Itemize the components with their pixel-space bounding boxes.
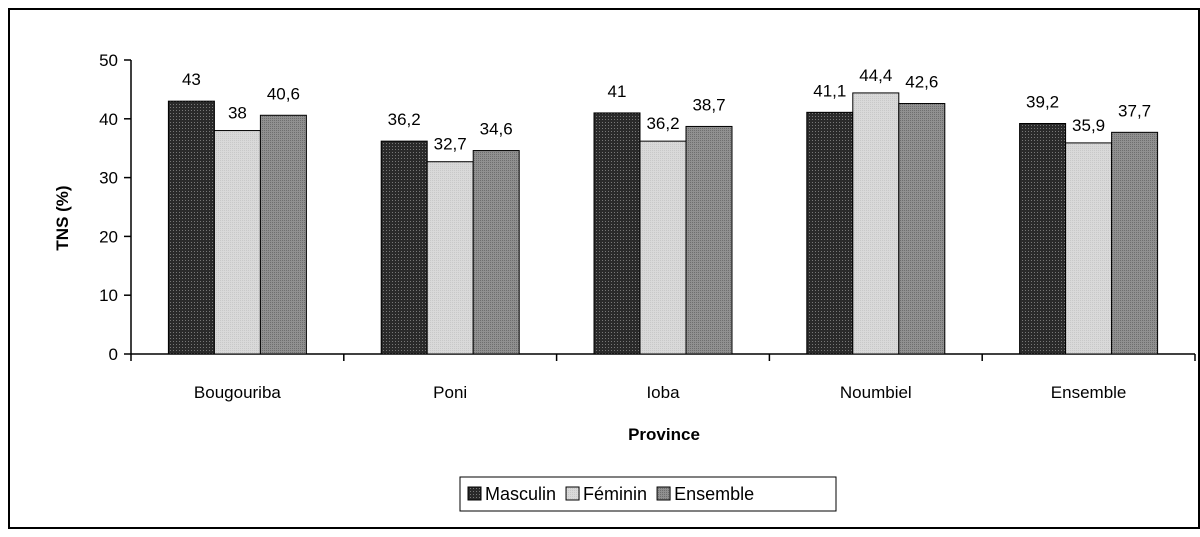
bar-ensemble [898, 103, 946, 355]
data-label: 36,2 [646, 114, 679, 133]
y-tick-label: 50 [99, 51, 118, 70]
data-label: 43 [182, 70, 201, 89]
bar-féminin [852, 92, 900, 355]
bar-masculin [593, 112, 641, 355]
data-label: 41 [608, 82, 627, 101]
x-axis-title: Province [628, 425, 700, 444]
y-tick-label: 40 [99, 110, 118, 129]
bar-chart: 0 10 20 30 40 50 43 38 40,6 Bougouriba 36,2 32,7 34,… [8, 8, 1200, 529]
bar-masculin [1019, 123, 1067, 355]
bar-ensemble [259, 114, 307, 355]
bar-masculin [167, 100, 215, 355]
legend-label: Ensemble [674, 484, 754, 504]
bar-féminin [213, 130, 261, 355]
data-label: 41,1 [813, 81, 846, 100]
bar-ensemble [685, 125, 733, 355]
bar-ensemble [1111, 131, 1159, 355]
legend-swatch [565, 486, 580, 501]
data-label: 38 [228, 104, 247, 123]
data-label: 32,7 [434, 135, 467, 154]
data-label: 37,7 [1118, 101, 1151, 120]
bar-ensemble [472, 150, 520, 355]
data-label: 36,2 [388, 110, 421, 129]
data-label: 42,6 [905, 73, 938, 92]
legend-label: Masculin [485, 484, 556, 504]
y-tick-label: 10 [99, 286, 118, 305]
x-category-label: Bougouriba [194, 383, 282, 402]
data-label: 39,2 [1026, 93, 1059, 112]
x-category-label: Noumbiel [840, 383, 912, 402]
data-label: 35,9 [1072, 116, 1105, 135]
legend-swatch [467, 486, 482, 501]
x-category-label: Poni [433, 383, 467, 402]
data-label: 38,7 [692, 95, 725, 114]
data-label: 44,4 [859, 66, 892, 85]
data-label: 34,6 [480, 120, 513, 139]
y-axis-title: TNS (%) [53, 185, 72, 250]
legend-box [459, 476, 837, 512]
bar-masculin [380, 140, 428, 355]
legend: Masculin Féminin Ensemble [459, 476, 837, 512]
x-category-label: Ioba [646, 383, 680, 402]
bar-féminin [426, 161, 474, 355]
bar-féminin [639, 140, 687, 355]
data-label: 40,6 [267, 84, 300, 103]
legend-label: Féminin [583, 484, 647, 504]
y-tick-label: 30 [99, 169, 118, 188]
bar-masculin [806, 111, 854, 355]
x-category-label: Ensemble [1051, 383, 1127, 402]
y-tick-label: 0 [109, 345, 118, 364]
y-tick-label: 20 [99, 227, 118, 246]
bar-féminin [1065, 142, 1113, 355]
chart-frame: 0 10 20 30 40 50 43 38 40,6 Bougouriba 36,2 32,7 34,… [8, 8, 1200, 537]
legend-swatch [656, 486, 671, 501]
